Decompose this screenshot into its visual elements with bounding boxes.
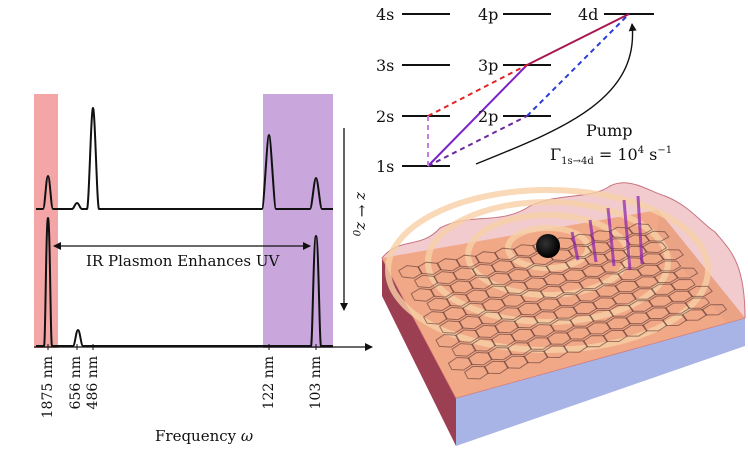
label-2p: 2p (478, 107, 498, 126)
tick-label-122nm: 122 nm (261, 356, 277, 409)
hex-cell (655, 260, 682, 272)
label-3p: 3p (478, 56, 498, 75)
hex-cell (644, 230, 670, 242)
level-lines (402, 13, 654, 167)
graphene-illustration (381, 182, 746, 446)
transition-2p-4d (526, 13, 630, 117)
label-4d: 4d (578, 5, 598, 24)
tick-label-656nm: 656 nm (68, 356, 84, 409)
atom-ball (536, 234, 560, 258)
transition-1s-2p (427, 115, 528, 167)
hex-cell (670, 278, 696, 291)
field-beams (570, 195, 644, 271)
transition-3p-4d (526, 13, 630, 66)
pump-arrow (475, 23, 637, 165)
label-2s: 2s (376, 107, 394, 126)
lower-spectrum-trace (36, 216, 333, 347)
pump-label: Pump (586, 121, 632, 140)
transition-1s-3p (427, 64, 528, 167)
label-3s: 3s (376, 56, 394, 75)
hex-lattice (398, 223, 728, 380)
hex-cell (641, 241, 668, 254)
pump-rate: Γ1s→4d = 104 s−1 (550, 145, 672, 167)
spectrum-panel: 1875 nm 656 nm 486 nm 122 nm 103 nm Freq… (34, 94, 373, 445)
upper-spectrum-trace (36, 106, 333, 210)
energy-level-diagram: 1s 2s 2p 3s 3p 4s 4p 4d Pump Γ1s→4d = 10… (376, 5, 672, 176)
uv-band (263, 94, 333, 348)
hex-cell (658, 249, 684, 261)
label-4s: 4s (376, 5, 394, 24)
transition-2s-3p (427, 64, 528, 117)
z-label: z ← z0 (350, 191, 371, 237)
tick-label-1875nm: 1875 nm (40, 356, 56, 418)
slab-front-face (456, 318, 745, 446)
label-1s: 1s (376, 157, 394, 176)
hex-cell (701, 304, 728, 316)
slab-top (382, 210, 745, 398)
tick-label-103nm: 103 nm (308, 356, 324, 409)
hex-cell (687, 285, 713, 297)
plasmon-label: IR Plasmon Enhances UV (86, 252, 280, 270)
tick-marks (47, 344, 317, 350)
frequency-axis-label: Frequency ω (155, 427, 253, 445)
hex-cell (672, 267, 699, 279)
hex-cell (627, 223, 653, 235)
ripples (385, 187, 711, 353)
hex-cell (684, 297, 711, 309)
tick-label-486nm: 486 nm (85, 356, 101, 409)
label-4p: 4p (478, 5, 498, 24)
